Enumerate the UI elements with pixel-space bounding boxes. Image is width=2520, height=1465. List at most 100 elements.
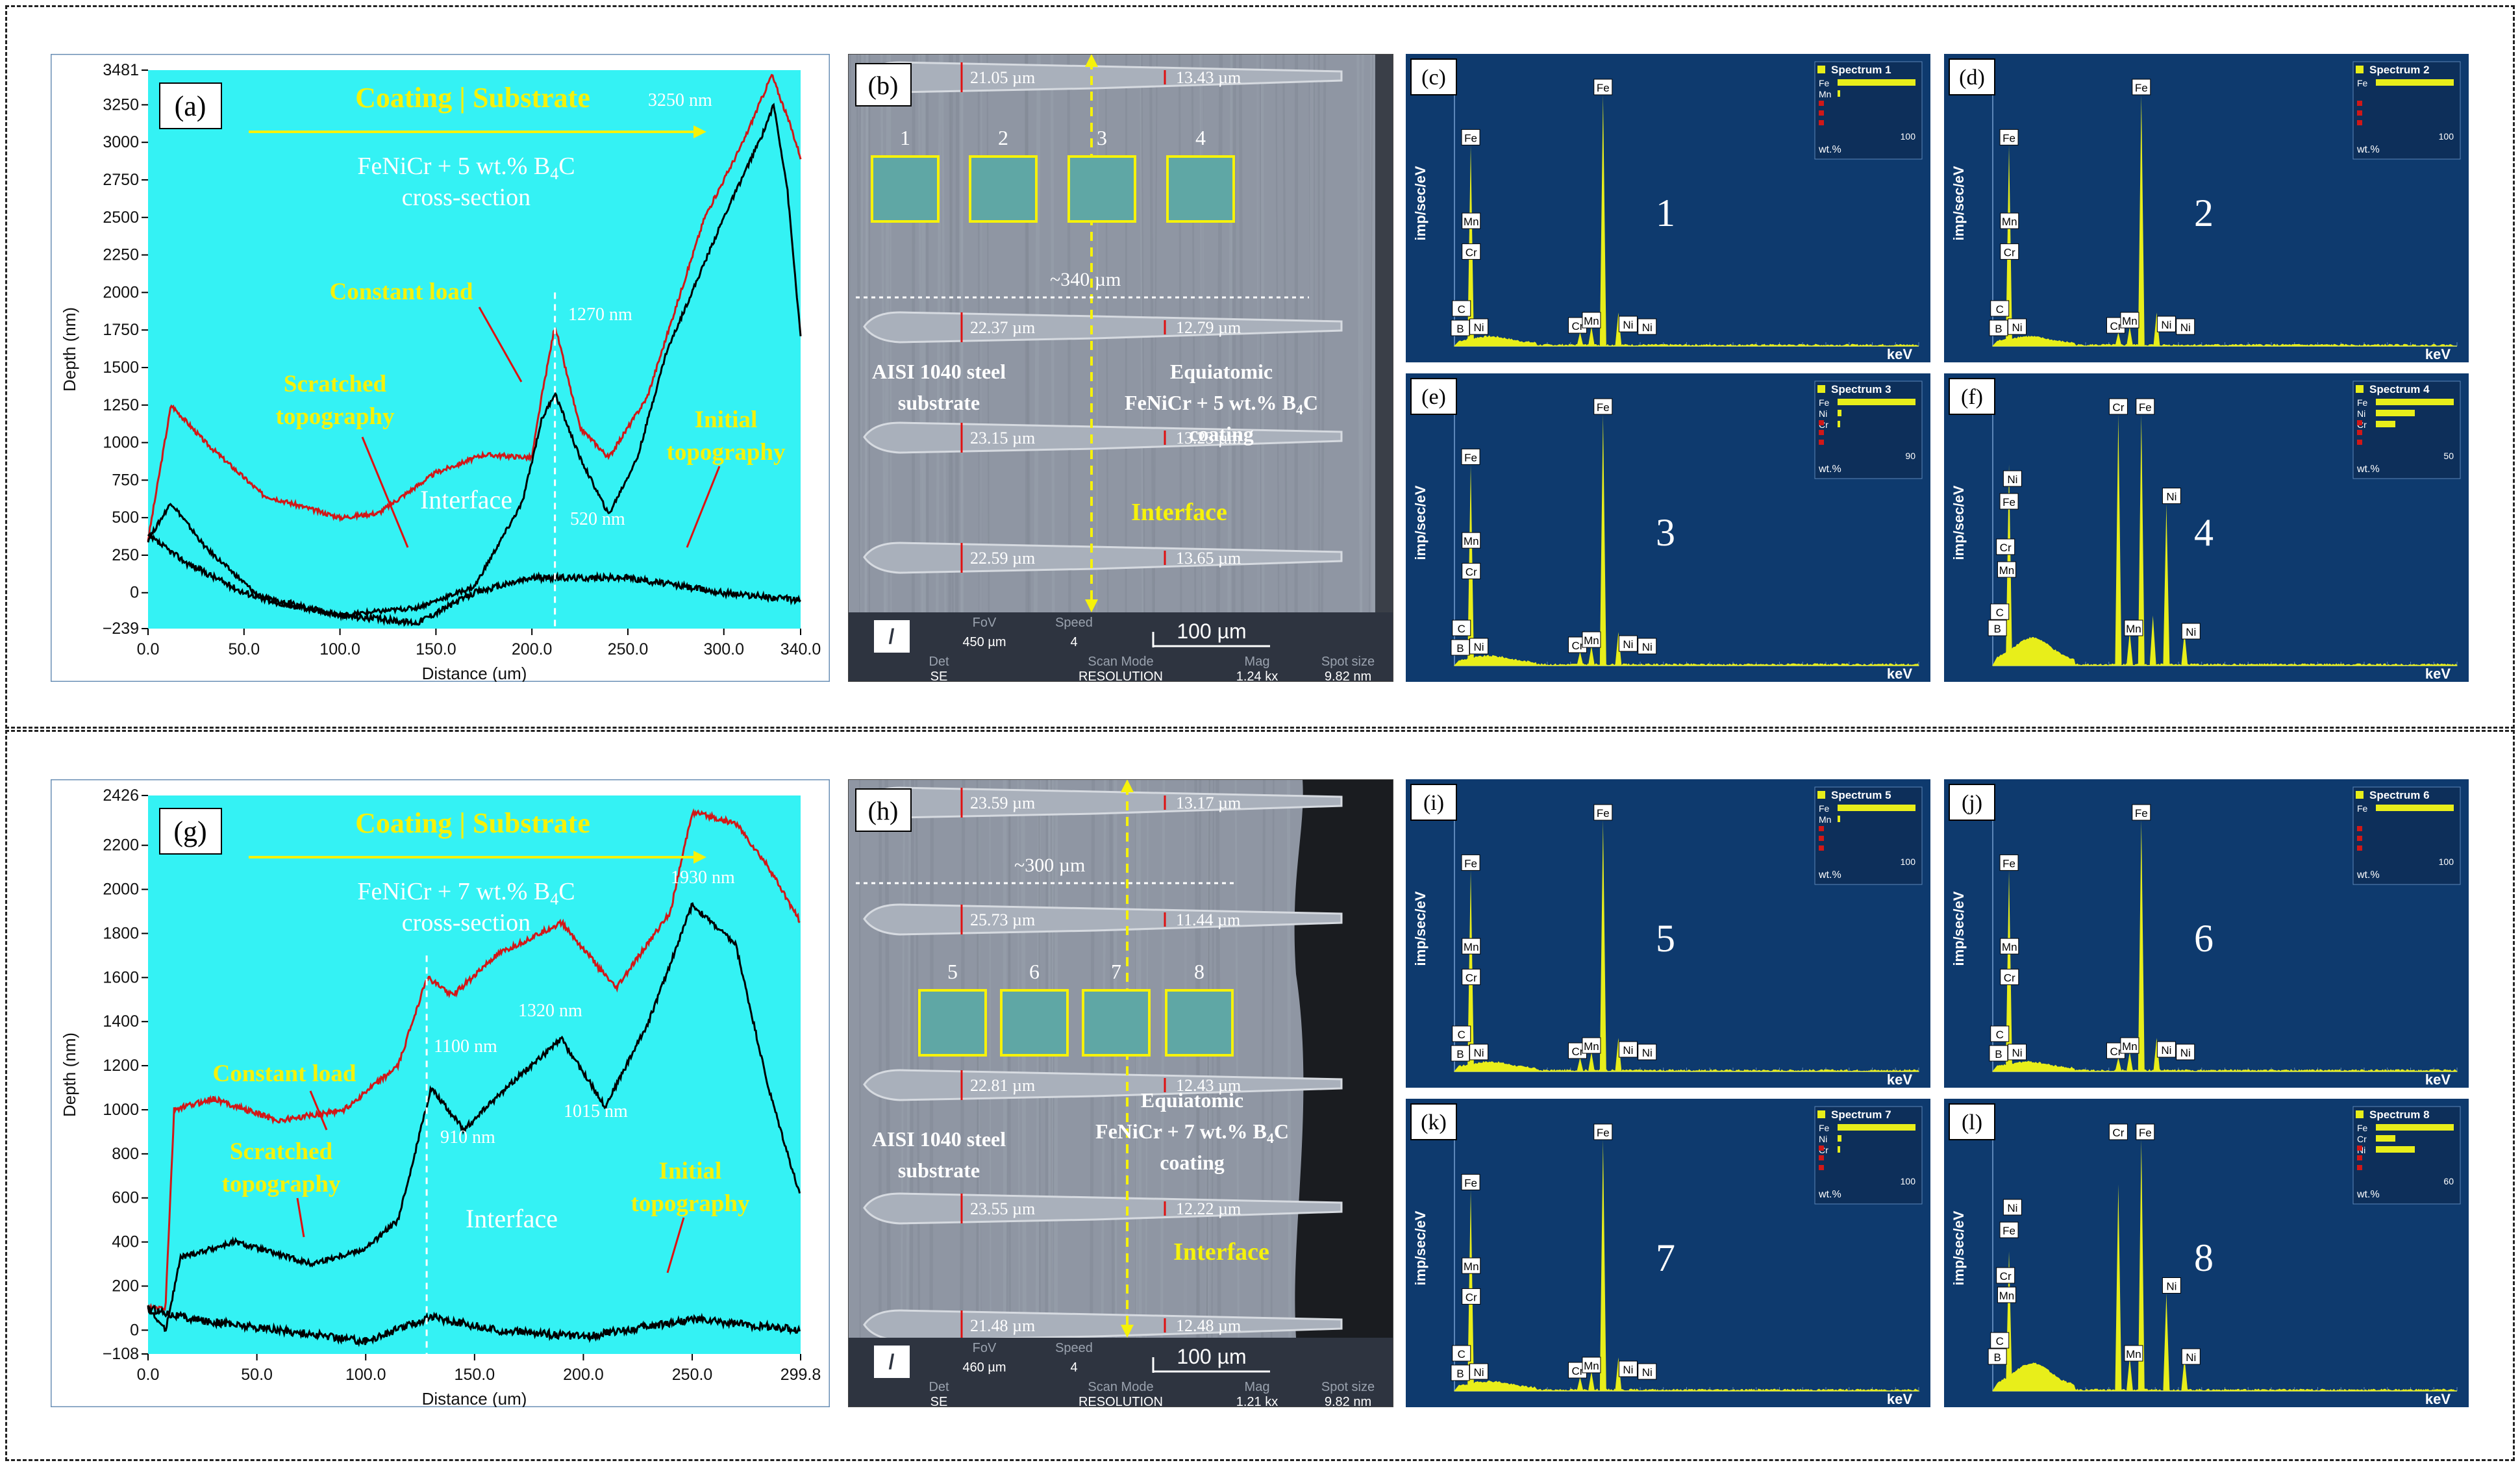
- inset-element: Ni: [1819, 408, 1827, 419]
- peak-label-ni-l: Ni: [2012, 1047, 2023, 1059]
- x-tick-label: 100.0: [319, 640, 360, 658]
- inset-element: Fe: [2357, 1123, 2368, 1133]
- inset-bar: [2376, 1124, 2454, 1131]
- footer-det: SE: [930, 670, 948, 682]
- y-tick-label: 0: [130, 584, 139, 602]
- peak-label-ni-l: Ni: [1474, 1366, 1484, 1379]
- peak-label-ni-box: [1618, 316, 1638, 332]
- eds-f: imp/sec/eV keV Cr Fe Ni Mn Ni Ni Fe Cr Mn C B Spectru…: [1944, 373, 2469, 682]
- peak-label-fe-box: [2136, 1123, 2155, 1140]
- coating-label: FeNiCr + 5 wt.% B4C: [1125, 391, 1318, 418]
- peak-label-ni-l: Ni: [2012, 321, 2023, 334]
- eds-peak: [2138, 820, 2145, 1071]
- footer-mag: 1.24 kx: [1236, 670, 1278, 682]
- inset-marker: [2356, 66, 2364, 73]
- footer-spot: 9.82 nm: [1325, 1395, 1371, 1407]
- peak-label-fe-l-box: [1999, 493, 2019, 510]
- peak-label-b-box: [1451, 639, 1470, 656]
- peak-label-mn: Mn: [2126, 1348, 2141, 1360]
- footer-det: SE: [930, 1395, 948, 1407]
- peak-label-c-box: [1990, 1332, 2010, 1349]
- eds-y-label: imp/sec/eV: [1951, 1210, 1967, 1285]
- peak-label-mn-l: Mn: [1999, 564, 2015, 577]
- panel-letter-box: [855, 788, 912, 832]
- eds-peak: [1577, 1377, 1584, 1391]
- eds-inset: [1814, 381, 1923, 479]
- peak-label-mn: Mn: [1584, 1040, 1599, 1053]
- inset-red-marker: [1819, 110, 1824, 116]
- peak-label-b: B: [1456, 1368, 1464, 1380]
- label-initial: Initial: [695, 407, 758, 433]
- spectrum-number: 5: [1656, 917, 1675, 960]
- peak-label-c: C: [1458, 623, 1466, 635]
- span-label: ~300 µm: [1014, 855, 1085, 876]
- peak-label-cr-l-box: [2000, 243, 2019, 260]
- peak-label-fe-l: Fe: [2002, 1225, 2015, 1237]
- x-tick-label: 150.0: [455, 1366, 495, 1384]
- peak-label-mn-l-box: [1462, 1257, 1481, 1274]
- eds-x-label: keV: [2425, 346, 2451, 362]
- scratch-track: [863, 1309, 1343, 1342]
- peak-label-fe-box: [2132, 804, 2151, 821]
- row-2-frame: [5, 730, 2515, 1461]
- eds-region-number: 4: [1195, 126, 1206, 149]
- inset-bar: [2376, 1146, 2415, 1153]
- inset-element: Mn: [1819, 89, 1831, 99]
- inset-scale: 50: [2443, 451, 2454, 461]
- annotation-depth: 3250 nm: [648, 90, 712, 110]
- peak-label-fe-l: Fe: [2002, 496, 2015, 508]
- y-axis-label: Depth (nm): [60, 307, 79, 392]
- spectrum-number: 8: [2194, 1236, 2214, 1279]
- inset-spectrum-name: Spectrum 6: [2369, 789, 2430, 801]
- panel-letter: (b): [868, 71, 899, 100]
- peak-label-c-box: [1452, 300, 1471, 317]
- eds-peak: [2153, 312, 2160, 346]
- inset-red-marker: [2357, 420, 2362, 425]
- peak-label-b-box: [1989, 319, 2008, 336]
- eds-region-number: 1: [900, 126, 910, 149]
- texture-line: [1216, 779, 1221, 1338]
- peak-label-fe-l: Fe: [1464, 857, 1477, 870]
- subtitle-cross-section: cross-section: [402, 909, 530, 936]
- peak-label-cr-l-box: [1996, 538, 2015, 555]
- inset-red-marker: [1819, 1146, 1824, 1151]
- peak-label-mn: Mn: [1584, 634, 1599, 647]
- peak-label-mn-box: [2124, 1345, 2143, 1362]
- y-tick-label: 1500: [103, 358, 139, 377]
- eds-l: imp/sec/eV keV Cr Fe Ni Mn Ni Ni Fe Cr Mn C B Spectru…: [1944, 1099, 2469, 1407]
- panel-letter: (k): [1421, 1110, 1447, 1134]
- texture-line: [959, 779, 966, 1338]
- inset-element: Fe: [2357, 803, 2368, 814]
- y-tick-label: 1200: [103, 1057, 139, 1075]
- inset-element: Fe: [1819, 397, 1830, 408]
- arrow-head: [693, 851, 706, 864]
- inset-bar: [2376, 399, 2454, 405]
- eds-peak: [2138, 95, 2145, 346]
- label-constant-load: Constant load: [329, 279, 473, 305]
- peak-label-c: C: [1996, 607, 2004, 619]
- peak-label-fe: Fe: [2135, 82, 2148, 94]
- eds-region-box: [1067, 155, 1136, 223]
- footer-scan: RESOLUTION: [1079, 1395, 1163, 1407]
- y-tick-label: 1000: [103, 434, 139, 452]
- inset-element: Ni: [2357, 408, 2365, 419]
- pointer-arrow: [478, 307, 523, 382]
- profile-chart-a: 3481 3250 3000 2750 2500 2250 2000 1750 1500 1250…: [49, 53, 831, 683]
- span-label: ~340 µm: [1050, 269, 1121, 290]
- eds-y-label: imp/sec/eV: [1951, 485, 1967, 560]
- peak-label-fe: Fe: [1597, 82, 1610, 94]
- peak-label-mn-l-box: [1997, 1286, 2016, 1303]
- texture-line: [1234, 779, 1240, 1338]
- sem-logo-glyph: /: [889, 1350, 895, 1373]
- peak-label-fe-l: Fe: [1464, 1177, 1477, 1189]
- peak-label-b: B: [1993, 623, 2001, 635]
- interface-label: Interface: [1131, 499, 1227, 526]
- pointer-arrow: [686, 466, 721, 548]
- inset-bar: [1838, 1146, 1840, 1153]
- eds-peak: [2126, 1357, 2133, 1391]
- eds-region-box: [969, 155, 1038, 223]
- peak-label-mn-l-box: [2000, 938, 2019, 955]
- panel-letter-box: [1949, 1103, 1995, 1140]
- peak-label-mn-l-box: [1462, 938, 1481, 955]
- peak-label-fe-l: Fe: [1464, 132, 1477, 144]
